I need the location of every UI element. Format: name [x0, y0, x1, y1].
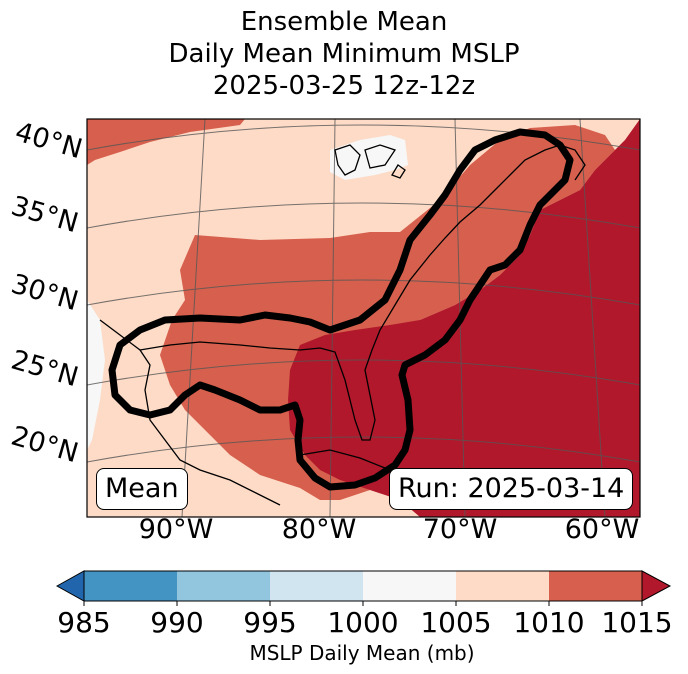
- lon-label-70w: 70°W: [422, 514, 498, 545]
- colorbar-bin-985-990: [84, 571, 177, 601]
- colorbar-tick-1005: 1005: [420, 606, 492, 639]
- mean-contour: [108, 128, 574, 491]
- colorbar-tick-1015: 1015: [601, 606, 673, 639]
- lon-label-60w: 60°W: [564, 514, 640, 545]
- colorbar-bin-1010-1015: [549, 571, 642, 601]
- title-line-1: Ensemble Mean: [240, 7, 448, 37]
- lon-label-90w: 90°W: [138, 514, 214, 545]
- band-1010-nw: [87, 119, 245, 165]
- colorbar-label: MSLP Daily Mean (mb): [249, 641, 475, 665]
- colorbar-tick-985: 985: [57, 606, 111, 639]
- mean-label-box: Mean: [96, 468, 188, 510]
- band-1000-lakes: [330, 135, 408, 180]
- colorbar-tick-995: 995: [243, 606, 297, 639]
- band-1000-west: [87, 300, 105, 450]
- run-label-box: Run: 2025-03-14: [389, 468, 634, 510]
- colorbar-bin-1005-1010: [456, 571, 549, 601]
- lon-label-80w: 80°W: [281, 514, 357, 545]
- colorbar-bin-995-1000: [270, 571, 363, 601]
- colorbar-tick-990: 990: [150, 606, 204, 639]
- colorbar-bin-990-995: [177, 571, 270, 601]
- band-1010-central: [160, 125, 615, 500]
- colorbar-extend-high: [641, 570, 672, 602]
- colorbar-tick-1000: 1000: [327, 606, 399, 639]
- colorbar-extend-low: [55, 570, 85, 602]
- title-line-3: 2025-03-25 12z-12z: [212, 71, 476, 101]
- colorbar-tick-1010: 1010: [513, 606, 585, 639]
- title-line-2: Daily Mean Minimum MSLP: [168, 39, 520, 69]
- colorbar-bin-1000-1005: [363, 571, 456, 601]
